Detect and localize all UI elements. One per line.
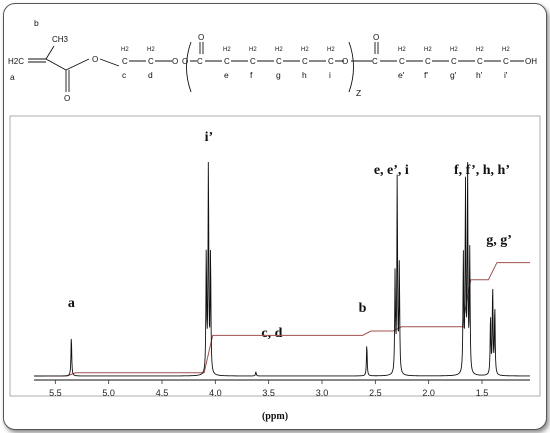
peak-label: c, d <box>261 326 282 341</box>
atom-h2-i2: H2 <box>502 47 510 53</box>
bond-c1 <box>99 58 120 67</box>
x-tick-label: 4.0 <box>209 388 222 398</box>
atom-h2-e2: H2 <box>398 47 406 53</box>
atom-ch3: CH3 <box>52 35 69 44</box>
atom-h2-i: H2 <box>327 47 335 53</box>
carbon-label-d: d <box>148 70 153 80</box>
atom-c-e2: C <box>399 57 405 66</box>
bracket-left <box>186 41 192 93</box>
plot-frame <box>9 115 541 397</box>
atom-h2-d: H2 <box>147 47 155 53</box>
carbon-label-i2: i' <box>504 70 508 80</box>
carbon-label-g2: g' <box>450 70 457 80</box>
atom-c-e: C <box>224 57 230 66</box>
atom-h2-g: H2 <box>275 47 283 53</box>
carbon-label-e2: e' <box>398 70 405 80</box>
atom-h2-g2: H2 <box>450 47 458 53</box>
bond-carbonyl <box>45 58 67 71</box>
atom-c-f: C <box>250 57 256 66</box>
atom-h2-f: H2 <box>249 47 257 53</box>
bond-methyl <box>45 45 55 60</box>
repeat-z: Z <box>356 88 361 98</box>
carbon-label-f2: f' <box>424 70 428 80</box>
x-tick-label: 2.5 <box>369 388 382 398</box>
integral-curve <box>34 262 530 377</box>
carbon-label-f: f <box>250 70 253 80</box>
atom-o-co: O <box>198 33 204 42</box>
atom-o-carbonyl: O <box>64 94 70 103</box>
atom-c-i: C <box>328 57 334 66</box>
chemical-structure: H2C CH3 O O H2 C H2 C O Z O C O H2 C H2 … <box>8 18 537 103</box>
atom-c-f2: C <box>425 57 431 66</box>
atom-h2-f2: H2 <box>424 47 432 53</box>
x-ticks: 5.5 5.0 4.5 4.0 3.5 3.0 2.5 2.0 1.5 <box>49 380 488 398</box>
nmr-spectrum: 5.5 5.0 4.5 4.0 3.5 3.0 2.5 2.0 1.5 a i’ c, d b e, e… <box>9 115 541 422</box>
atom-o-ring: O <box>182 57 188 66</box>
bond-ester <box>65 58 90 71</box>
atom-c-d: C <box>148 57 154 66</box>
peak-label: b <box>359 301 367 316</box>
atom-c-co: C <box>197 57 203 66</box>
x-tick-label: 5.0 <box>102 388 115 398</box>
peak-label: f, f’, h, h’ <box>454 163 510 178</box>
atom-c-g2: C <box>451 57 457 66</box>
carbon-label-i: i <box>329 70 331 80</box>
atom-c-c: C <box>122 57 128 66</box>
atom-o-end-co: O <box>373 33 379 42</box>
carbon-label-g: g <box>276 70 281 80</box>
carbon-label-b: b <box>34 18 39 28</box>
atom-c-g: C <box>276 57 282 66</box>
peak-labels: a i’ c, d b e, e’, i f, f’, h, h’ g, g’ <box>68 130 512 341</box>
bracket-right <box>348 41 354 93</box>
figure-frame: H2C CH3 O O H2 C H2 C O Z O C O H2 C H2 … <box>3 3 547 430</box>
peak-label: g, g’ <box>486 233 512 248</box>
carbon-label-h2: h' <box>476 70 483 80</box>
atom-o-ester-2: O <box>172 57 178 66</box>
carbon-label-a: a <box>10 72 15 82</box>
atom-o-end: O <box>342 57 348 66</box>
x-tick-label: 2.0 <box>422 388 435 398</box>
x-tick-label: 3.5 <box>262 388 275 398</box>
x-tick-label: 3.0 <box>316 388 329 398</box>
carbon-label-e: e <box>224 70 229 80</box>
peak-label: e, e’, i <box>374 163 409 178</box>
atom-h2-h: H2 <box>301 47 309 53</box>
carbon-label-c: c <box>122 70 127 80</box>
atom-h2c: H2C <box>8 57 24 66</box>
x-tick-label: 1.5 <box>476 388 489 398</box>
atom-c-h2: C <box>477 57 483 66</box>
atom-h2-h2: H2 <box>476 47 484 53</box>
peak-label: a <box>68 296 75 311</box>
x-tick-label: 4.5 <box>156 388 169 398</box>
spectrum-trace <box>34 161 530 377</box>
x-tick-label: 5.5 <box>49 388 62 398</box>
atom-c-h: C <box>302 57 308 66</box>
x-axis-label: (ppm) <box>262 411 288 422</box>
atom-h2-c: H2 <box>121 47 129 53</box>
atom-c-end-co: C <box>372 57 378 66</box>
atom-h2-e: H2 <box>223 47 231 53</box>
figure-canvas: H2C CH3 O O H2 C H2 C O Z O C O H2 C H2 … <box>8 18 541 422</box>
atom-c-i2: C <box>503 57 509 66</box>
atom-oh: OH <box>525 57 537 66</box>
carbon-label-h: h <box>302 70 307 80</box>
peak-label: i’ <box>205 130 214 145</box>
atom-o-ester-1: O <box>92 55 98 64</box>
